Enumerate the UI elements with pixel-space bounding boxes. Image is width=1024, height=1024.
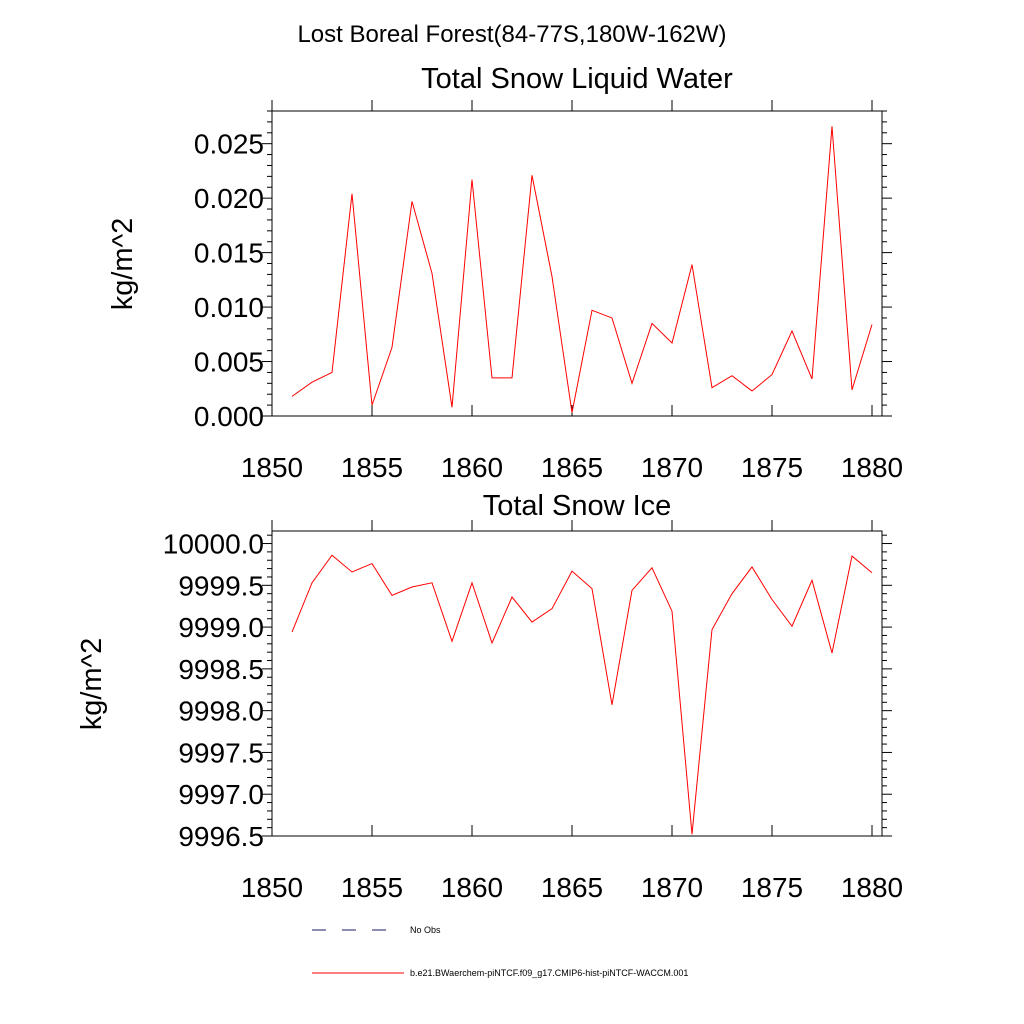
y-tick-label: 10000.0 [163, 529, 264, 560]
x-tick-label: 1875 [741, 452, 803, 483]
panel-title: Total Snow Liquid Water [421, 63, 733, 95]
x-tick-label: 1865 [541, 872, 603, 903]
x-tick-label: 1870 [641, 452, 703, 483]
y-tick-label: 0.020 [194, 183, 264, 214]
y-tick-label: 9997.5 [178, 737, 264, 768]
panel-title: Total Snow Ice [483, 490, 672, 522]
x-tick-label: 1850 [241, 452, 303, 483]
y-tick-label: 9996.5 [178, 821, 264, 852]
suptitle: Lost Boreal Forest(84-77S,180W-162W) [297, 21, 726, 48]
y-axis-label: kg/m^2 [76, 638, 108, 731]
y-tick-label: 0.010 [194, 292, 264, 323]
y-tick-label: 9998.0 [178, 696, 264, 727]
legend: No Obs b.e21.BWaerchem-piNTCF.f09_g17.CM… [312, 925, 688, 978]
x-tick-label: 1865 [541, 452, 603, 483]
y-tick-label: 0.015 [194, 238, 264, 269]
y-tick-label: 0.025 [194, 129, 264, 160]
x-tick-label: 1855 [341, 452, 403, 483]
x-tick-label: 1855 [341, 872, 403, 903]
plot-frame [271, 110, 883, 417]
y-tick-label: 9999.0 [178, 612, 264, 643]
y-tick-label: 0.000 [194, 401, 264, 432]
series-line [291, 554, 873, 835]
panel-snow-liquid-water: Total Snow Liquid Water kg/m^2 1850 1855 1… [107, 63, 903, 483]
x-tick-label: 1880 [841, 452, 903, 483]
y-tick-label: 9997.0 [178, 779, 264, 810]
x-tick-label: 1875 [741, 872, 803, 903]
legend-no-obs-label: No Obs [410, 925, 441, 935]
y-tick-label: 9999.5 [178, 570, 264, 601]
y-tick-label: 0.005 [194, 347, 264, 378]
x-tick-label: 1860 [441, 872, 503, 903]
x-tick-label: 1860 [441, 452, 503, 483]
x-tick-label: 1850 [241, 872, 303, 903]
x-tick-label: 1880 [841, 872, 903, 903]
plot-frame [271, 530, 883, 837]
y-axis-label: kg/m^2 [107, 218, 139, 311]
series-line [291, 126, 873, 413]
y-tick-label: 9998.5 [178, 654, 264, 685]
legend-model-label: b.e21.BWaerchem-piNTCF.f09_g17.CMIP6-his… [410, 968, 688, 978]
panel-snow-ice: Total Snow Ice kg/m^2 1850 1855 1860 1865 18… [76, 490, 903, 903]
x-tick-label: 1870 [641, 872, 703, 903]
